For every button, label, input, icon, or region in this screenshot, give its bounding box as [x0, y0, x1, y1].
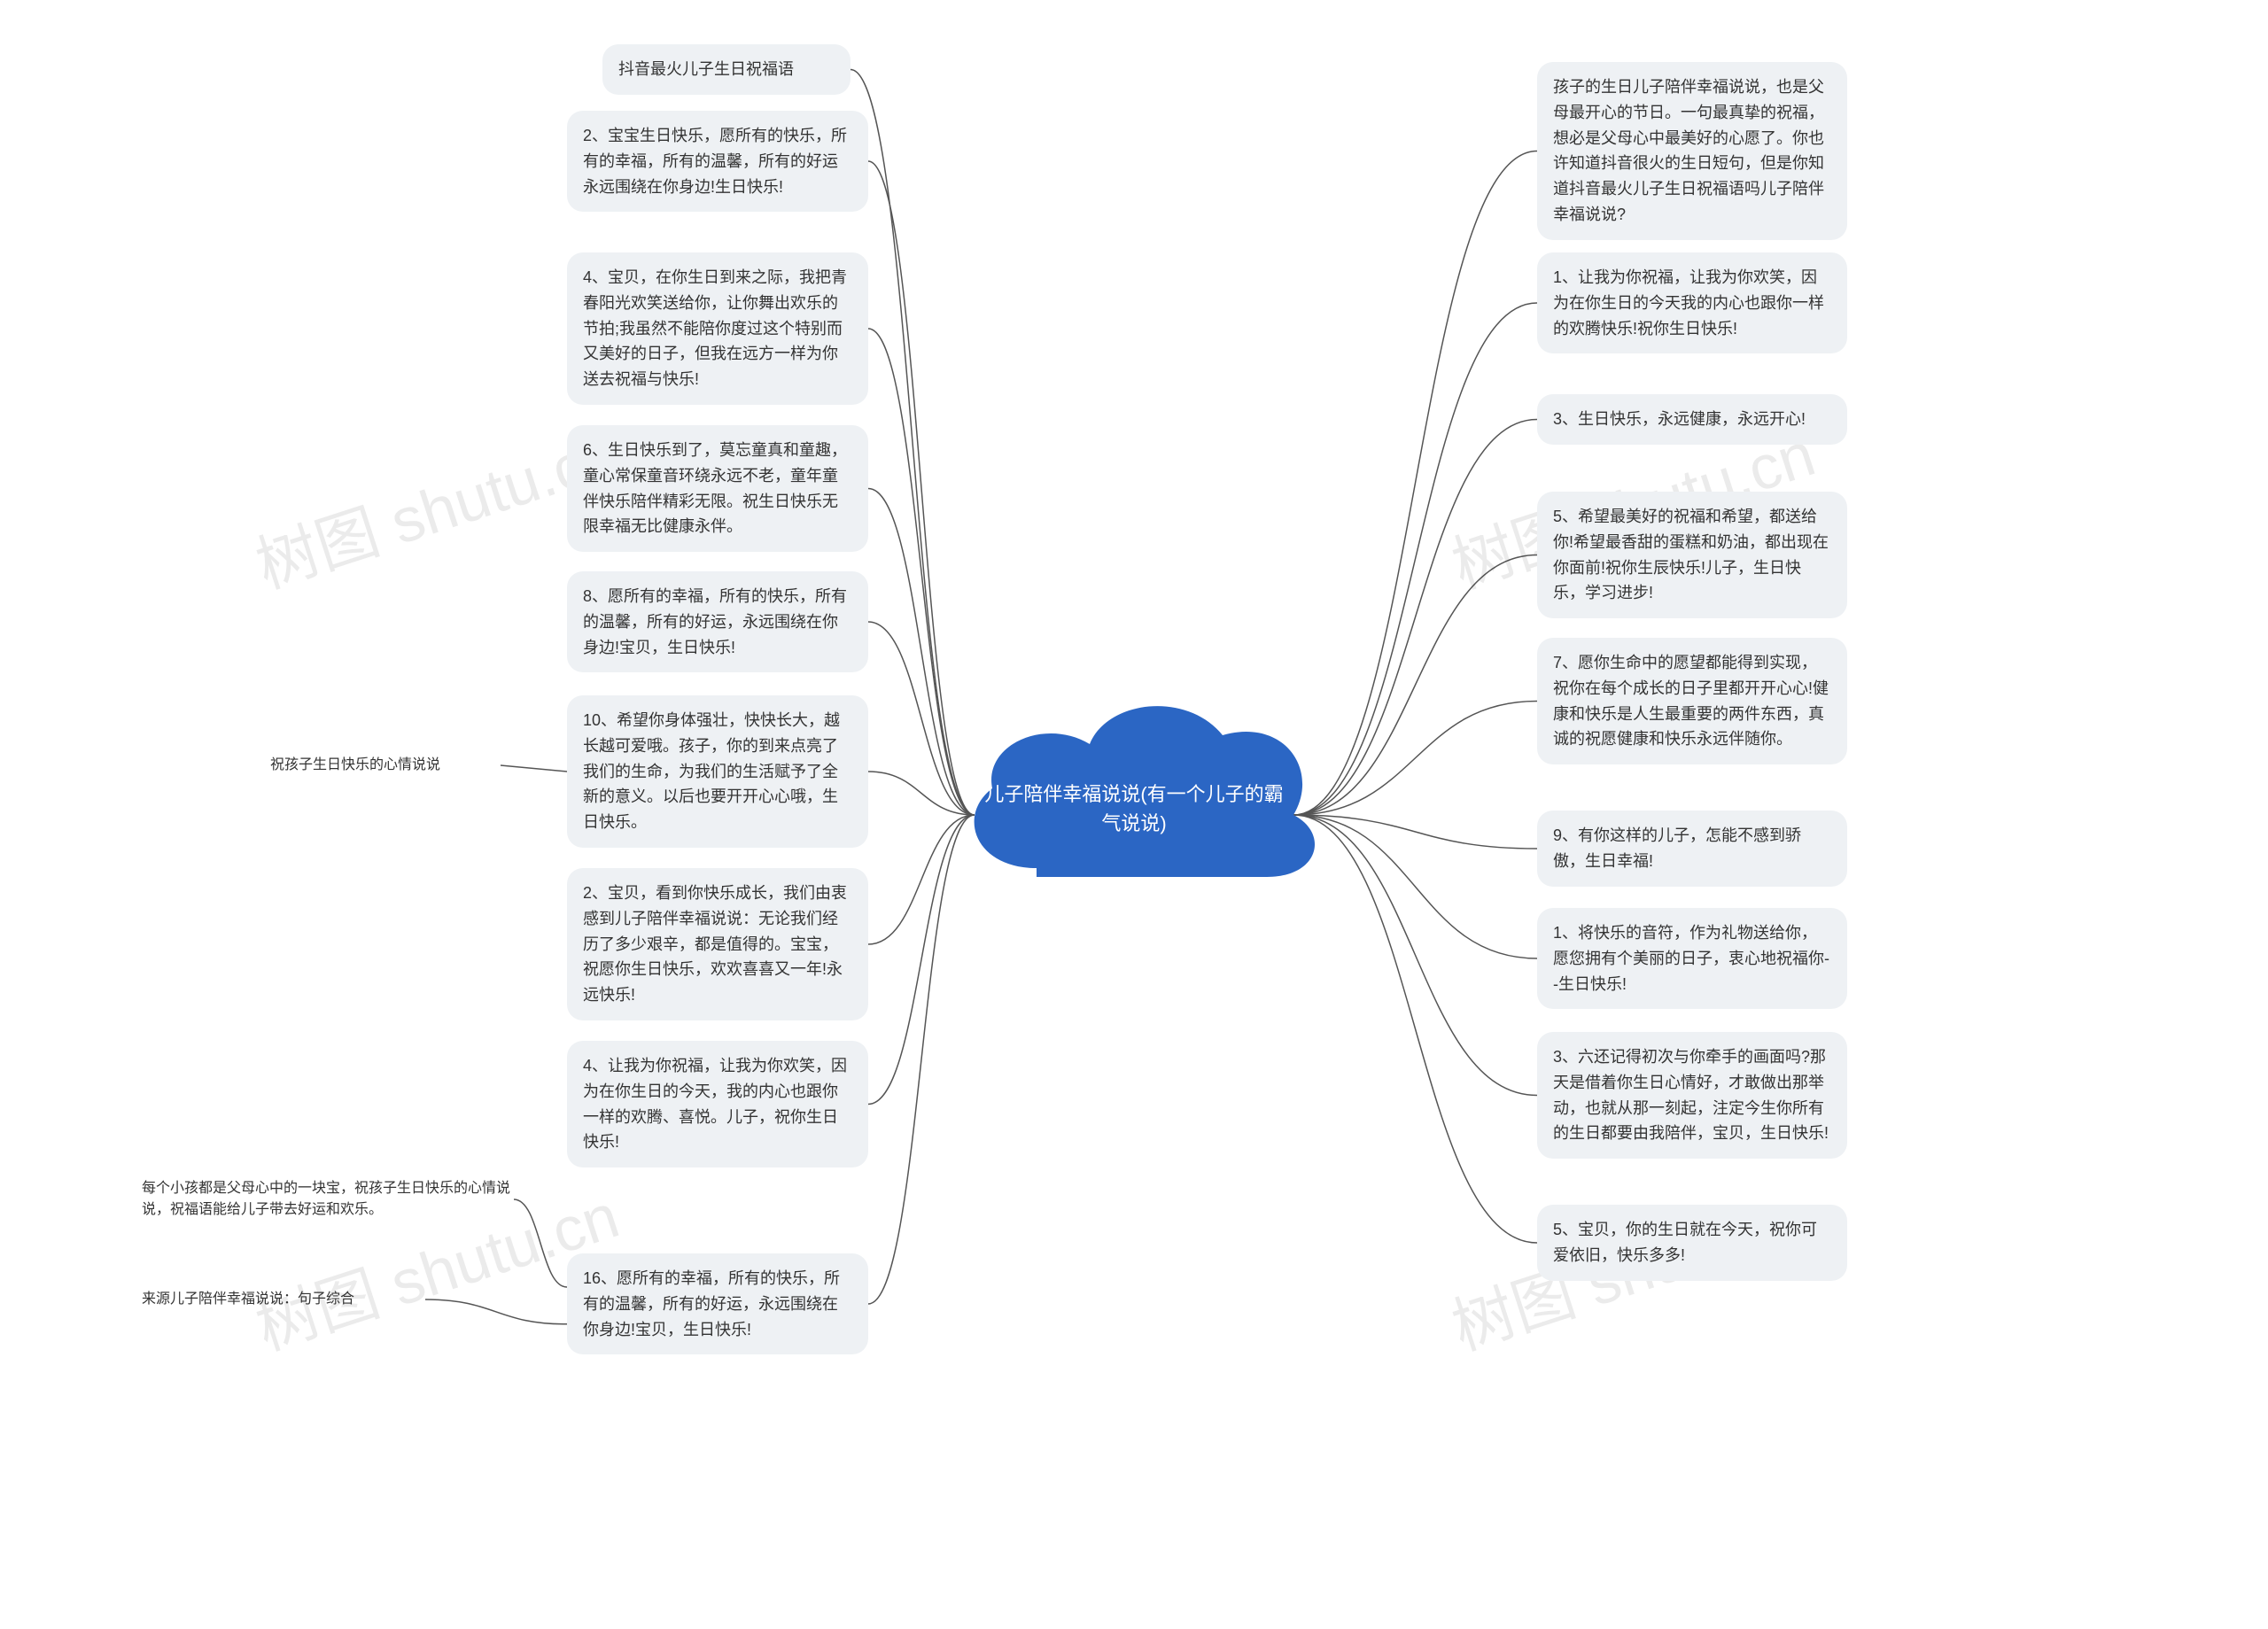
- left-node: 10、希望你身体强壮，快快长大，越长越可爱哦。孩子，你的到来点亮了我们的生命，为…: [567, 695, 868, 848]
- right-node: 孩子的生日儿子陪伴幸福说说，也是父母最开心的节日。一句最真挚的祝福，想必是父母心…: [1537, 62, 1847, 240]
- left-node: 抖音最火儿子生日祝福语: [602, 44, 850, 95]
- side-label: 每个小孩都是父母心中的一块宝，祝孩子生日快乐的心情说说，祝福语能给儿子带去好运和…: [142, 1178, 514, 1221]
- left-node: 2、宝贝，看到你快乐成长，我们由衷感到儿子陪伴幸福说说：无论我们经历了多少艰辛，…: [567, 868, 868, 1020]
- right-node: 7、愿你生命中的愿望都能得到实现，祝你在每个成长的日子里都开开心心!健康和快乐是…: [1537, 638, 1847, 764]
- left-node: 2、宝宝生日快乐，愿所有的快乐，所有的幸福，所有的温馨，所有的好运永远围绕在你身…: [567, 111, 868, 212]
- side-label: 来源儿子陪伴幸福说说：句子综合: [142, 1289, 425, 1310]
- left-node: 4、宝贝，在你生日到来之际，我把青春阳光欢笑送给你，让你舞出欢乐的节拍;我虽然不…: [567, 252, 868, 405]
- left-node: 16、愿所有的幸福，所有的快乐，所有的温馨，所有的好运，永远围绕在你身边!宝贝，…: [567, 1253, 868, 1354]
- right-node: 3、生日快乐，永远健康，永远开心!: [1537, 394, 1847, 445]
- side-label: 祝孩子生日快乐的心情说说: [270, 755, 501, 776]
- right-node: 9、有你这样的儿子，怎能不感到骄傲，生日幸福!: [1537, 811, 1847, 887]
- left-node: 4、让我为你祝福，让我为你欢笑，因为在你生日的今天，我的内心也跟你一样的欢腾、喜…: [567, 1041, 868, 1167]
- right-node: 5、希望最美好的祝福和希望，都送给你!希望最香甜的蛋糕和奶油，都出现在你面前!祝…: [1537, 492, 1847, 618]
- right-node: 5、宝贝，你的生日就在今天，祝你可爱依旧，快乐多多!: [1537, 1205, 1847, 1281]
- center-title: 儿子陪伴幸福说说(有一个儿子的霸气说说): [983, 780, 1285, 838]
- left-node: 6、生日快乐到了，莫忘童真和童趣，童心常保童音环绕永远不老，童年童伴快乐陪伴精彩…: [567, 425, 868, 552]
- left-node: 8、愿所有的幸福，所有的快乐，所有的温馨，所有的好运，永远围绕在你身边!宝贝，生…: [567, 571, 868, 672]
- right-node: 3、六还记得初次与你牵手的画面吗?那天是借着你生日心情好，才敢做出那举动，也就从…: [1537, 1032, 1847, 1159]
- right-node: 1、将快乐的音符，作为礼物送给你，愿您拥有个美丽的日子，衷心地祝福你--生日快乐…: [1537, 908, 1847, 1009]
- right-node: 1、让我为你祝福，让我为你欢笑，因为在你生日的今天我的内心也跟你一样的欢腾快乐!…: [1537, 252, 1847, 353]
